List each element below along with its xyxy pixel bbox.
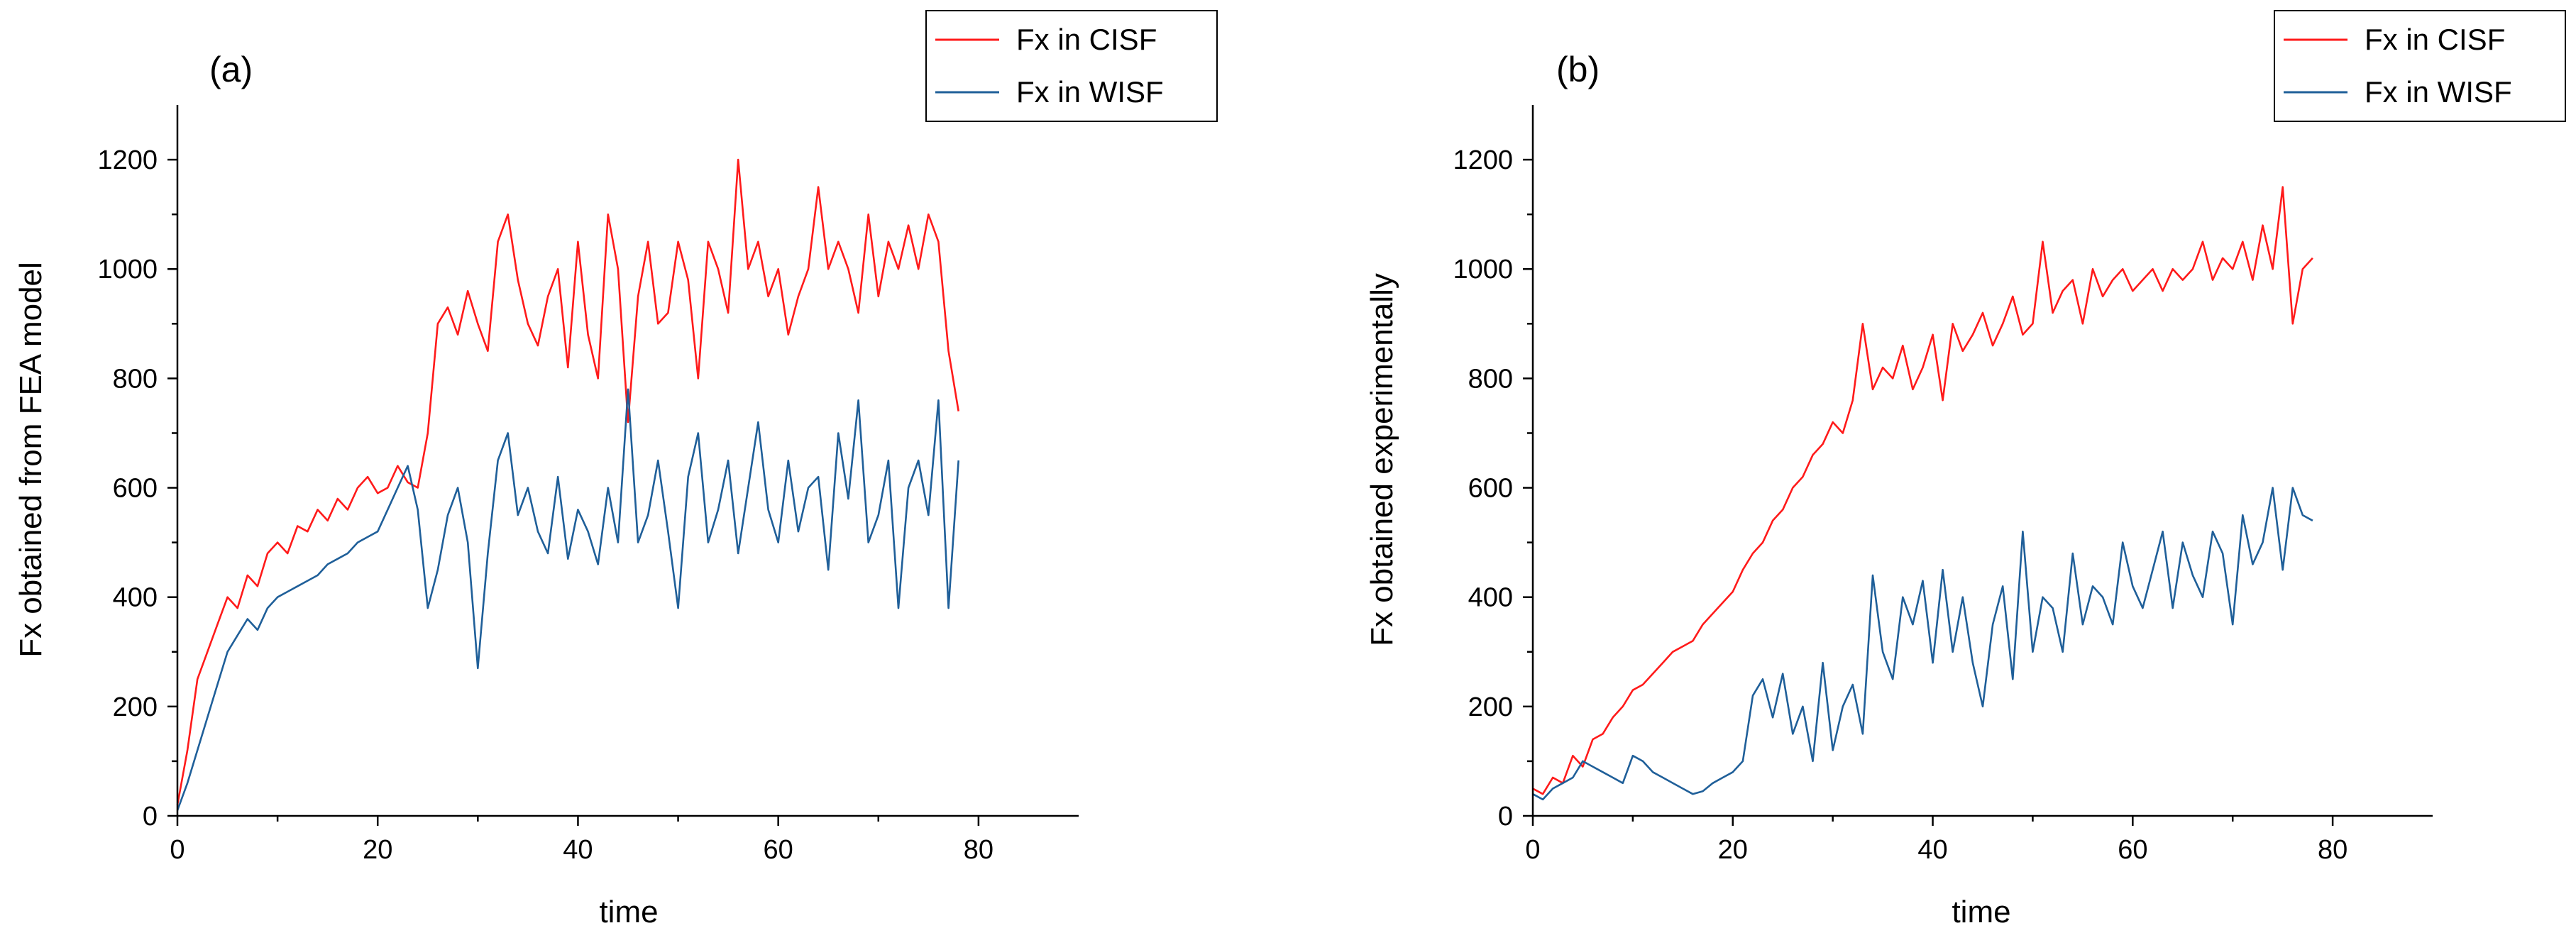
panel-label: (a): [209, 50, 253, 89]
series-line-wisf: [1532, 487, 2313, 801]
x-tick-label: 20: [1718, 835, 1748, 865]
x-axis-title: time: [599, 895, 658, 929]
x-tick-label: 60: [2118, 835, 2147, 865]
y-tick-label: 600: [113, 474, 158, 504]
axes: [1531, 105, 2433, 817]
y-tick-label: 1200: [97, 145, 158, 175]
x-tick-label: 40: [1917, 835, 1947, 865]
chart-panel-a: (a) Fx obtained from FEA model time 0 20 4…: [13, 10, 1218, 929]
legend-label-cisf: Fx in CISF: [2365, 23, 2505, 56]
y-tick-label: 1000: [97, 255, 158, 284]
y-axis-title: Fx obtained from FEA model: [13, 262, 48, 658]
plot-lines: [176, 158, 959, 811]
y-tick-label: 1000: [1453, 255, 1513, 284]
legend: Fx in CISF Fx in WISF: [2274, 10, 2566, 122]
y-tick-label: 600: [1468, 474, 1513, 504]
y-tick-label: 800: [113, 364, 158, 394]
legend-label-wisf: Fx in WISF: [2365, 75, 2512, 109]
y-tick-label: 0: [143, 802, 158, 831]
y-tick-label: 400: [1468, 583, 1513, 613]
legend-box: [2274, 10, 2566, 122]
x-tick-label: 0: [1525, 835, 1540, 865]
y-tick-label: 200: [113, 692, 158, 722]
series-line-wisf: [176, 388, 959, 811]
x-tick-label: 40: [563, 835, 593, 865]
y-tick-label: 400: [113, 583, 158, 613]
plot-lines: [1532, 186, 2313, 801]
legend-label-cisf: Fx in CISF: [1016, 23, 1157, 56]
legend-box: [925, 10, 1218, 122]
x-tick-label: 80: [964, 835, 993, 865]
y-axis-title: Fx obtained experimentally: [1365, 273, 1399, 646]
x-tick-label: 0: [170, 835, 185, 865]
y-tick-label: 800: [1468, 364, 1513, 394]
x-axis-title: time: [1952, 895, 2010, 929]
legend-label-wisf: Fx in WISF: [1016, 75, 1164, 109]
y-tick-label: 1200: [1453, 145, 1513, 175]
y-tick-label: 200: [1468, 692, 1513, 722]
panel-label: (b): [1556, 50, 1600, 89]
axes: [176, 105, 1079, 817]
x-tick-label: 20: [363, 835, 392, 865]
series-line-cisf: [1532, 186, 2313, 795]
y-tick-label: 0: [1498, 802, 1513, 831]
legend: Fx in CISF Fx in WISF: [925, 10, 1218, 122]
series-line-cisf: [176, 158, 959, 805]
x-tick-label: 80: [2318, 835, 2347, 865]
chart-panel-b: (b) Fx obtained experimentally time 0 20 4…: [1365, 10, 2566, 929]
x-tick-label: 60: [764, 835, 793, 865]
